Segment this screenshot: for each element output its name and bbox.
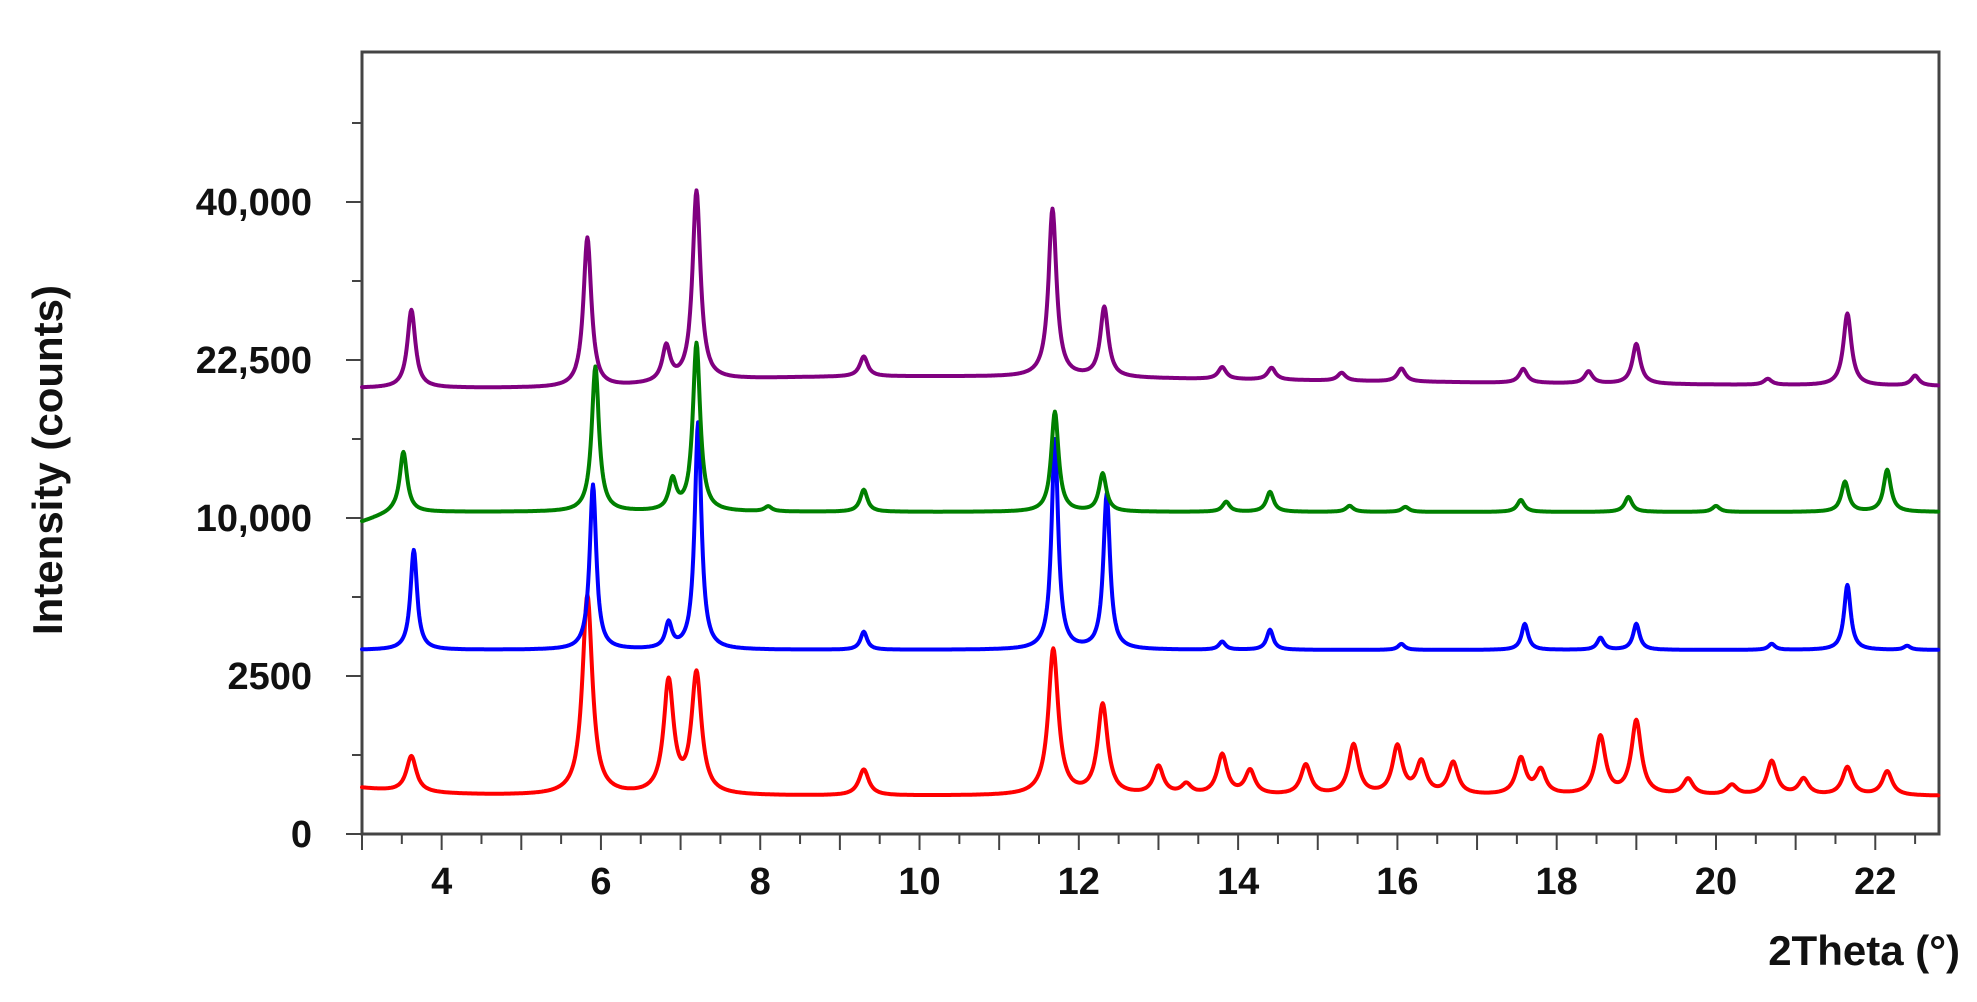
y-axis-title: Intensity (counts) <box>24 285 71 635</box>
series-line-3 <box>360 340 1941 524</box>
x-tick-label: 14 <box>1217 861 1259 903</box>
x-tick-label: 8 <box>750 861 771 903</box>
x-axis-title: 2Theta (°) <box>1768 927 1960 974</box>
series-line-4 <box>360 188 1941 390</box>
series-line-2 <box>360 420 1941 652</box>
x-axis: 4 6 8 10 12 14 16 18 20 22 <box>361 834 1917 903</box>
x-tick-label: 12 <box>1058 861 1100 903</box>
y-tick-label: 0 <box>291 814 312 856</box>
x-tick-label: 20 <box>1695 861 1737 903</box>
x-tick-label: 10 <box>898 861 940 903</box>
x-tick-label: 16 <box>1376 861 1418 903</box>
x-tick-label: 6 <box>590 861 611 903</box>
x-tick-label: 4 <box>431 861 452 903</box>
plot-frame <box>360 50 1941 836</box>
y-tick-label: 2500 <box>227 656 312 698</box>
y-axis: 0 2500 10,000 22,500 40,000 <box>196 122 362 856</box>
y-tick-label: 22,500 <box>196 340 312 382</box>
x-tick-label: 22 <box>1854 861 1896 903</box>
y-tick-label: 40,000 <box>196 182 312 224</box>
series-layer <box>360 188 1941 798</box>
series-line-1 <box>360 592 1941 798</box>
y-tick-label: 10,000 <box>196 498 312 540</box>
x-tick-label: 18 <box>1536 861 1578 903</box>
